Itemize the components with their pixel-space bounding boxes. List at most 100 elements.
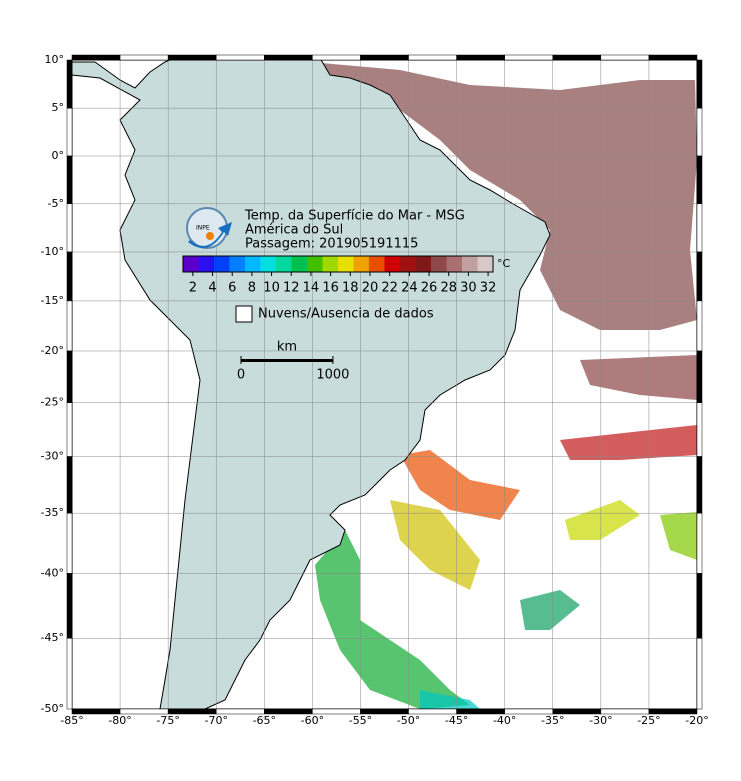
frame-segment (66, 203, 73, 253)
frame-segment (167, 54, 217, 61)
colorbar-segment (353, 256, 370, 272)
scale-bar: 0 1000 km (237, 340, 350, 383)
frame-segment (648, 708, 698, 715)
legend-label: Nuvens/Ausencia de dados (258, 307, 434, 322)
colorbar-segment (369, 256, 385, 272)
y-tick-label: -5° (48, 197, 64, 210)
colorbar: 2 4 6 8 10 12 14 16 18 20 22 24 26 28 30 32°C (182, 255, 511, 296)
frame-segment (312, 54, 361, 61)
x-tick-label: -35° (541, 714, 564, 727)
frame-segment (119, 54, 169, 61)
logo-text: INPE (196, 225, 210, 232)
scale-bar-body (241, 359, 333, 362)
frame-segment (696, 573, 703, 639)
colorbar-tick-label: 4 (208, 281, 216, 296)
colorbar-tick-label: 16 (322, 281, 339, 296)
frame-segment (66, 59, 73, 109)
sst-orange (400, 450, 520, 520)
x-tick-label: -55° (349, 714, 372, 727)
sst-green (520, 590, 580, 630)
frame-segment (360, 54, 409, 61)
frame-segment (215, 54, 265, 61)
colorbar-segment (431, 256, 447, 272)
sst-warm (310, 62, 697, 330)
sst-yellow (390, 500, 480, 590)
colorbar-segment (260, 256, 277, 272)
colorbar-tick-label: 6 (228, 281, 236, 296)
x-tick-label: -50° (397, 714, 420, 727)
frame-segment (696, 300, 703, 352)
y-tick-label: 10° (45, 53, 65, 66)
legend-swatch (235, 305, 253, 323)
sst-yellow (565, 500, 640, 540)
colorbar-segment (462, 256, 478, 272)
colorbar-tick-label: 18 (342, 281, 359, 296)
colorbar-tick-label: 2 (189, 281, 197, 296)
x-tick-label: -70° (204, 714, 227, 727)
sst-cyan (420, 690, 480, 709)
frame-segment (66, 402, 73, 457)
y-tick-label: -30° (41, 450, 64, 463)
colorbar-segment (291, 256, 308, 272)
colorbar-tick-label: 26 (421, 281, 438, 296)
y-tick-label: -10° (41, 245, 64, 258)
x-tick-label: -25° (637, 714, 660, 727)
frame-segment (71, 54, 121, 61)
title: Temp. da Superfície do Mar - MSG (244, 209, 465, 224)
scale-bar-label: 1000 (316, 368, 349, 383)
frame-segment (600, 54, 650, 61)
x-tick-label: -30° (589, 714, 612, 727)
y-tick-label: -40° (41, 566, 64, 579)
x-tick-label: -20° (685, 714, 708, 727)
frame-segment (696, 637, 703, 710)
x-tick-label: -45° (445, 714, 468, 727)
colorbar-segment (477, 256, 494, 272)
colorbar-tick-label: 12 (283, 281, 300, 296)
frame-segment (696, 350, 703, 403)
logo-arrow (188, 222, 232, 249)
frame-segment (66, 107, 73, 157)
colorbar-segment (229, 256, 246, 272)
frame-segment (66, 155, 73, 205)
colorbar-segment (198, 256, 215, 272)
frame-segment (408, 54, 457, 61)
y-tick-label: -50° (41, 702, 64, 715)
frame-segment (696, 107, 703, 157)
sst-green (660, 512, 697, 560)
frame-segment (456, 54, 505, 61)
frame-segment (66, 350, 73, 403)
colorbar-segment (307, 256, 323, 272)
colorbar-segment (214, 256, 230, 272)
sst-green (315, 530, 470, 709)
colorbar-tick-label: 28 (440, 281, 457, 296)
frame-segment (696, 251, 703, 302)
region: América do Sul (245, 223, 343, 238)
y-tick-label: 0° (52, 149, 65, 162)
colorbar-tick-label: 10 (263, 281, 280, 296)
y-tick-label: -15° (41, 294, 64, 307)
sst-warm (580, 355, 697, 400)
colorbar-tick-label: 8 (248, 281, 256, 296)
y-tick-label: -25° (41, 396, 64, 409)
colorbar-tick-label: 30 (460, 281, 477, 296)
frame-segment (66, 573, 73, 639)
sst-red (560, 425, 697, 460)
x-tick-label: -65° (253, 714, 276, 727)
colorbar-segment (446, 256, 463, 272)
y-tick-label: -45° (41, 631, 64, 644)
frame-segment (66, 637, 73, 710)
x-tick-label: -85° (60, 714, 83, 727)
frame-segment (66, 251, 73, 302)
colorbar-tick-label: 14 (303, 281, 320, 296)
y-tick-label: -20° (41, 344, 64, 357)
colorbar-tick-label: 22 (381, 281, 398, 296)
frame-segment (696, 456, 703, 514)
colorbar-tick-label: 20 (362, 281, 379, 296)
colorbar-segment (400, 256, 416, 272)
colorbar-segment (183, 256, 199, 272)
colorbar-segment (384, 256, 401, 272)
colorbar-border (182, 255, 494, 273)
frame-segment (696, 203, 703, 253)
colorbar-tick-label: 32 (480, 281, 497, 296)
